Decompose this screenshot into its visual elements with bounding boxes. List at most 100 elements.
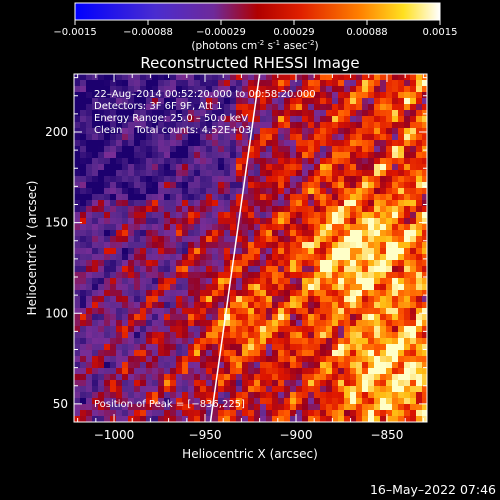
heatmap-cell: [344, 302, 350, 308]
heatmap-cell: [320, 320, 326, 326]
heatmap-cell: [176, 266, 182, 272]
heatmap-cell: [296, 266, 302, 272]
heatmap-cell: [104, 146, 110, 152]
heatmap-cell: [416, 272, 422, 278]
heatmap-cell: [200, 146, 206, 152]
heatmap-cell: [146, 350, 152, 356]
heatmap-cell: [242, 248, 248, 254]
heatmap-cell: [92, 332, 98, 338]
heatmap-cell: [374, 242, 380, 248]
heatmap-cell: [272, 128, 278, 134]
heatmap-cell: [188, 326, 194, 332]
heatmap-cell: [266, 128, 272, 134]
heatmap-cell: [170, 188, 176, 194]
heatmap-cell: [266, 242, 272, 248]
heatmap-cell: [104, 248, 110, 254]
heatmap-cell: [224, 332, 230, 338]
heatmap-cell: [80, 80, 86, 86]
heatmap-cell: [152, 92, 158, 98]
heatmap-cell: [254, 140, 260, 146]
heatmap-cell: [272, 284, 278, 290]
heatmap-cell: [266, 230, 272, 236]
heatmap-cell: [422, 134, 427, 140]
heatmap-cell: [218, 254, 224, 260]
heatmap-cell: [230, 188, 236, 194]
heatmap-cell: [410, 302, 416, 308]
heatmap-cell: [194, 224, 200, 230]
heatmap-cell: [308, 266, 314, 272]
heatmap-cell: [320, 398, 326, 404]
heatmap-cell: [230, 248, 236, 254]
heatmap-cell: [356, 350, 362, 356]
heatmap-cell: [194, 368, 200, 374]
heatmap-cell: [332, 236, 338, 242]
heatmap-cell: [338, 170, 344, 176]
heatmap-cell: [278, 266, 284, 272]
heatmap-cell: [308, 344, 314, 350]
heatmap-cell: [338, 98, 344, 104]
heatmap-cell: [140, 398, 146, 404]
heatmap-cell: [302, 248, 308, 254]
heatmap-cell: [320, 128, 326, 134]
heatmap-cell: [392, 314, 398, 320]
heatmap-cell: [404, 272, 410, 278]
heatmap-cell: [158, 386, 164, 392]
heatmap-cell: [164, 296, 170, 302]
heatmap-cell: [248, 230, 254, 236]
heatmap-cell: [332, 290, 338, 296]
heatmap-cell: [194, 308, 200, 314]
heatmap-cell: [158, 368, 164, 374]
heatmap-cell: [74, 146, 80, 152]
heatmap-cell: [362, 362, 368, 368]
heatmap-cell: [200, 254, 206, 260]
heatmap-cell: [242, 200, 248, 206]
heatmap-cell: [128, 176, 134, 182]
heatmap-cell: [284, 356, 290, 362]
heatmap-cell: [134, 110, 140, 116]
heatmap-cell: [212, 74, 218, 80]
heatmap-cell: [404, 398, 410, 404]
heatmap-cell: [374, 194, 380, 200]
heatmap-cell: [170, 332, 176, 338]
heatmap-cell: [392, 152, 398, 158]
heatmap-cell: [200, 392, 206, 398]
heatmap-cell: [122, 170, 128, 176]
heatmap-cell: [350, 320, 356, 326]
heatmap-cell: [314, 398, 320, 404]
heatmap-cell: [284, 236, 290, 242]
heatmap-cell: [326, 326, 332, 332]
heatmap-cell: [98, 410, 104, 416]
heatmap-cell: [380, 104, 386, 110]
heatmap-cell: [80, 248, 86, 254]
heatmap-cell: [98, 218, 104, 224]
heatmap-cell: [122, 188, 128, 194]
heatmap-cell: [392, 146, 398, 152]
heatmap-cell: [134, 98, 140, 104]
heatmap-cell: [116, 248, 122, 254]
heatmap-cell: [236, 182, 242, 188]
heatmap-cell: [356, 356, 362, 362]
heatmap-cell: [176, 110, 182, 116]
heatmap-cell: [284, 194, 290, 200]
heatmap-cell: [236, 344, 242, 350]
colorbar-tick-label: −0.00029: [196, 27, 246, 38]
heatmap-cell: [188, 194, 194, 200]
heatmap-cell: [176, 182, 182, 188]
heatmap-cell: [236, 128, 242, 134]
heatmap-cell: [368, 350, 374, 356]
heatmap-cell: [410, 224, 416, 230]
heatmap-cell: [338, 278, 344, 284]
heatmap-cell: [242, 224, 248, 230]
heatmap-cell: [140, 86, 146, 92]
heatmap-cell: [338, 260, 344, 266]
heatmap-cell: [110, 338, 116, 344]
heatmap-cell: [110, 152, 116, 158]
heatmap-cell: [200, 266, 206, 272]
heatmap-cell: [308, 146, 314, 152]
heatmap-cell: [278, 332, 284, 338]
heatmap-cell: [386, 374, 392, 380]
heatmap-cell: [98, 188, 104, 194]
heatmap-cell: [128, 260, 134, 266]
heatmap-cell: [218, 284, 224, 290]
